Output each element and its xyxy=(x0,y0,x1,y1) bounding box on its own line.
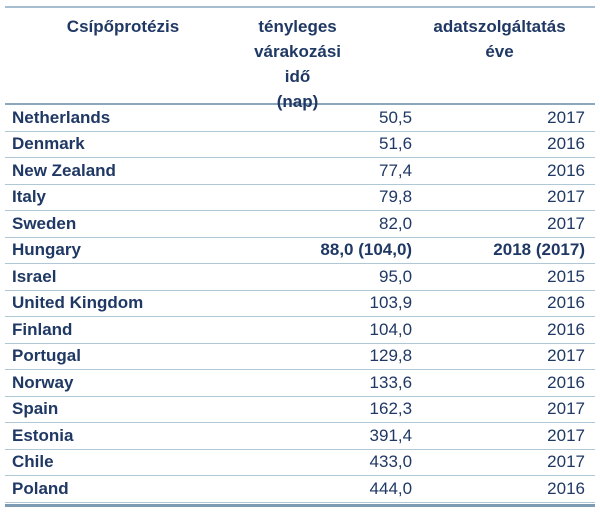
waiting-time-cell: 95,0 xyxy=(379,266,413,286)
data-year-cell: 2016 xyxy=(547,160,585,180)
table-row: Spain 162,3 2017 xyxy=(5,397,595,423)
waiting-time-cell: 133,6 xyxy=(369,372,413,392)
waiting-time-cell: 77,4 xyxy=(379,160,413,180)
column-header-waiting-time: tényleges várakozási idő (nap) xyxy=(241,14,412,111)
data-year-cell: 2016 xyxy=(547,478,585,498)
column-header-waiting-time-line2: várakozási idő xyxy=(254,42,342,86)
country-cell: Estonia xyxy=(12,425,74,445)
table-row: Israel 95,0 2015 xyxy=(5,264,595,291)
table-row: Italy 79,8 2017 xyxy=(5,185,595,211)
country-cell: United Kingdom xyxy=(12,293,144,313)
country-cell: Finland xyxy=(12,319,73,339)
data-year-cell: 2017 xyxy=(547,425,585,445)
waiting-time-cell: 129,8 xyxy=(369,346,413,366)
column-header-waiting-time-line3: (nap) xyxy=(276,92,319,111)
table-row: United Kingdom 103,9 2016 xyxy=(5,291,595,317)
waiting-time-cell: 82,0 xyxy=(379,213,413,233)
country-cell: Denmark xyxy=(12,134,85,154)
waiting-time-cell: 433,0 xyxy=(369,452,413,472)
table-row: Poland 444,0 2016 xyxy=(5,476,595,503)
table-row: Portugal 129,8 2017 xyxy=(5,344,595,370)
data-year-cell: 2016 xyxy=(547,134,585,154)
table-row: Estonia 391,4 2017 xyxy=(5,423,595,450)
data-year-cell: 2018 (2017) xyxy=(493,240,585,260)
table-body: Netherlands 50,5 2017 Denmark 51,6 2016 … xyxy=(5,105,595,503)
country-cell: Italy xyxy=(12,187,47,207)
waiting-time-table: Csípőprotézis tényleges várakozási idő (… xyxy=(5,6,595,507)
waiting-time-cell: 103,9 xyxy=(369,293,413,313)
table-row: Chile 433,0 2017 xyxy=(5,450,595,476)
data-year-cell: 2016 xyxy=(547,319,585,339)
waiting-time-cell: 104,0 xyxy=(369,319,413,339)
data-year-cell: 2017 xyxy=(547,107,585,127)
waiting-time-cell: 88,0 (104,0) xyxy=(320,240,413,260)
country-cell: Sweden xyxy=(12,213,77,233)
data-year-cell: 2017 xyxy=(547,452,585,472)
waiting-time-cell: 391,4 xyxy=(369,425,413,445)
country-cell: Norway xyxy=(12,372,74,392)
country-cell: Spain xyxy=(12,399,59,419)
waiting-time-cell: 51,6 xyxy=(379,134,413,154)
data-year-cell: 2016 xyxy=(547,293,585,313)
data-year-cell: 2017 xyxy=(547,187,585,207)
data-year-cell: 2017 xyxy=(547,213,585,233)
table-row: Denmark 51,6 2016 xyxy=(5,132,595,158)
waiting-time-cell: 79,8 xyxy=(379,187,413,207)
country-cell: Poland xyxy=(12,478,69,498)
country-cell: Portugal xyxy=(12,346,81,366)
table-row: Finland 104,0 2016 xyxy=(5,317,595,344)
data-year-cell: 2015 xyxy=(547,266,585,286)
country-cell: Hungary xyxy=(12,240,81,260)
column-header-data-year: adatszolgáltatás éve xyxy=(412,14,595,103)
data-year-cell: 2017 xyxy=(547,346,585,366)
table-header-row: Csípőprotézis tényleges várakozási idő (… xyxy=(5,6,595,111)
column-header-data-year-line1: adatszolgáltatás xyxy=(433,17,566,36)
table-row: New Zealand 77,4 2016 xyxy=(5,158,595,185)
table-row: Hungary 88,0 (104,0) 2018 (2017) xyxy=(5,238,595,264)
country-cell: Israel xyxy=(12,266,57,286)
table-row: Sweden 82,0 2017 xyxy=(5,211,595,238)
country-cell: Chile xyxy=(12,452,54,472)
table-row: Norway 133,6 2016 xyxy=(5,370,595,397)
table-row: Netherlands 50,5 2017 xyxy=(5,105,595,132)
country-cell: New Zealand xyxy=(12,160,116,180)
table-bottom-border xyxy=(5,503,595,507)
column-header-procedure: Csípőprotézis xyxy=(66,17,180,36)
column-header-data-year-line2: éve xyxy=(485,42,514,61)
waiting-time-cell: 444,0 xyxy=(369,478,413,498)
country-cell: Netherlands xyxy=(12,107,111,127)
waiting-time-cell: 162,3 xyxy=(369,399,413,419)
data-year-cell: 2016 xyxy=(547,372,585,392)
column-header-waiting-time-line1: tényleges xyxy=(258,17,337,36)
data-year-cell: 2017 xyxy=(547,399,585,419)
waiting-time-cell: 50,5 xyxy=(379,107,413,127)
